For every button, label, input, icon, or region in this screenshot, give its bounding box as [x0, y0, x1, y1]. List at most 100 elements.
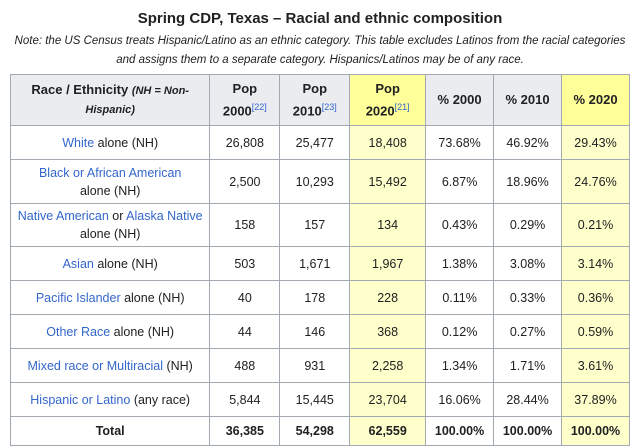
- page: Spring CDP, Texas – Racial and ethnic co…: [9, 10, 630, 446]
- pct-2000-cell: 16.06%: [425, 382, 495, 417]
- pct-2020-cell: 0.36%: [561, 280, 630, 315]
- pop-2020-cell: 228: [349, 280, 427, 315]
- pct-2020-cell: 24.76%: [561, 159, 630, 204]
- pct-2010-cell: 1.71%: [493, 348, 563, 383]
- race-suffix: (NH): [162, 358, 193, 373]
- demographics-table: Race / Ethnicity (NH = Non-Hispanic) Pop…: [9, 74, 630, 446]
- pct-2010-cell: 0.27%: [493, 314, 563, 349]
- pct-2020-cell: 3.61%: [561, 348, 630, 383]
- header-pop2010[interactable]: Pop 2010[23]: [279, 74, 351, 126]
- header-race-label: Race / Ethnicity: [31, 82, 129, 97]
- pop-2020-cell: 15,492: [349, 159, 427, 204]
- pct-2020-cell: 0.21%: [561, 203, 630, 247]
- race-link[interactable]: Alaska Native: [126, 209, 203, 223]
- pct-2020-cell: 37.89%: [561, 382, 630, 417]
- race-suffix: alone (NH): [79, 227, 141, 241]
- race-suffix: alone (NH): [110, 324, 175, 339]
- pop-2020-cell: 2,258: [349, 348, 427, 383]
- table-row: Black or African American alone (NH) 2,500…: [9, 159, 630, 204]
- pop-2000-cell: 158: [209, 203, 281, 247]
- pct-2010-cell: 18.96%: [493, 159, 563, 204]
- pct-2000-cell: 0.12%: [425, 314, 495, 349]
- pop-2010-cell: 10,293: [279, 159, 351, 204]
- race-cell: Black or African American alone (NH): [9, 159, 211, 204]
- race-cell: Asian alone (NH): [9, 246, 211, 281]
- pct-2010-cell: 46.92%: [493, 125, 563, 160]
- pct-2000-cell: 73.68%: [425, 125, 495, 160]
- pop-2010-cell: 931: [279, 348, 351, 383]
- census-note: Note: the US Census treats Hispanic/Lati…: [14, 35, 626, 66]
- header-pop2000[interactable]: Pop 2000[22]: [209, 74, 281, 126]
- ref-21-link[interactable]: [21]: [394, 101, 410, 112]
- header-pct2000[interactable]: % 2000: [425, 74, 495, 126]
- race-cell: Mixed race or Multiracial (NH): [9, 348, 211, 383]
- pct-2020-cell: 0.59%: [561, 314, 630, 349]
- pop-2020-cell: 1,967: [349, 246, 427, 281]
- pct-2000-cell: 1.34%: [425, 348, 495, 383]
- header-pop2020[interactable]: Pop 2020[21]: [349, 74, 427, 126]
- header-row: Race / Ethnicity (NH = Non-Hispanic) Pop…: [9, 74, 630, 126]
- pct-2000-cell: 1.38%: [425, 246, 495, 281]
- race-suffix: alone (NH): [94, 135, 159, 150]
- header-pop2010-label: Pop 2010: [292, 80, 328, 119]
- race-link[interactable]: Other Race: [46, 324, 111, 339]
- race-connector: or: [108, 209, 127, 223]
- pop-2020-cell: 368: [349, 314, 427, 349]
- pop-2010-cell: 157: [279, 203, 351, 247]
- table-row: Other Race alone (NH) 44 146 368 0.12% 0.27% 0…: [9, 314, 630, 349]
- table-row: White alone (NH) 26,808 25,477 18,408 73.68%…: [9, 125, 630, 160]
- pct-2000-cell: 0.11%: [425, 280, 495, 315]
- race-link[interactable]: Pacific Islander: [35, 290, 121, 305]
- ref-22-link[interactable]: [22]: [251, 101, 267, 112]
- header-pop2020-label: Pop 2020: [365, 80, 400, 119]
- pop-2020-cell: 18,408: [349, 125, 427, 160]
- pct-2010-cell: 28.44%: [493, 382, 563, 417]
- race-suffix: alone (NH): [120, 290, 185, 305]
- pop-2000-cell: 44: [209, 314, 281, 349]
- pop-2000-cell: 503: [209, 246, 281, 281]
- pop-2020-cell: 134: [349, 203, 427, 247]
- race-cell: Pacific Islander alone (NH): [9, 280, 211, 315]
- header-pct2020[interactable]: % 2020: [561, 74, 630, 126]
- header-race-note: (NH = Non-Hispanic): [85, 85, 189, 116]
- race-suffix: (any race): [130, 392, 191, 407]
- header-pct2010[interactable]: % 2010: [493, 74, 563, 126]
- pct-2010-cell: 3.08%: [493, 246, 563, 281]
- pct-2000-cell: 0.43%: [425, 203, 495, 247]
- pct-2020-cell: 3.14%: [561, 246, 630, 281]
- header-pop2000-label: Pop 2000: [222, 80, 258, 119]
- table-row: Hispanic or Latino (any race) 5,844 15,445…: [9, 382, 630, 417]
- race-link[interactable]: Native American: [17, 209, 109, 223]
- race-link[interactable]: Asian: [62, 256, 94, 271]
- pop-2010-cell: 146: [279, 314, 351, 349]
- table-body: White alone (NH) 26,808 25,477 18,408 73.68%…: [9, 125, 630, 417]
- race-link[interactable]: White: [62, 135, 95, 150]
- race-link[interactable]: Mixed race or Multiracial: [27, 358, 163, 373]
- race-cell: Other Race alone (NH): [9, 314, 211, 349]
- pop-2000-cell: 488: [209, 348, 281, 383]
- race-cell: White alone (NH): [9, 125, 211, 160]
- race-cell: Native American or Alaska Native alone (…: [9, 203, 211, 247]
- table-caption: Spring CDP, Texas – Racial and ethnic co…: [137, 10, 503, 27]
- pop-2000-cell: 40: [209, 280, 281, 315]
- table-row: Mixed race or Multiracial (NH) 488 931 2,25…: [9, 348, 630, 383]
- header-race[interactable]: Race / Ethnicity (NH = Non-Hispanic): [9, 74, 211, 126]
- pct-2020-cell: 29.43%: [561, 125, 630, 160]
- table-row: Asian alone (NH) 503 1,671 1,967 1.38% 3.08% 3…: [9, 246, 630, 281]
- race-suffix: alone (NH): [79, 183, 141, 198]
- race-link[interactable]: Black or African American: [38, 165, 182, 180]
- pop-2010-cell: 15,445: [279, 382, 351, 417]
- table-row: Native American or Alaska Native alone (…: [9, 203, 630, 247]
- pop-2010-cell: 25,477: [279, 125, 351, 160]
- pop-2000-cell: 5,844: [209, 382, 281, 417]
- pct-2010-cell: 0.29%: [493, 203, 563, 247]
- table-row: Pacific Islander alone (NH) 40 178 228 0.11%…: [9, 280, 630, 315]
- ref-23-link[interactable]: [23]: [321, 101, 337, 112]
- pop-2010-cell: 178: [279, 280, 351, 315]
- pop-2000-cell: 26,808: [209, 125, 281, 160]
- pop-2020-cell: 23,704: [349, 382, 427, 417]
- pop-2000-cell: 2,500: [209, 159, 281, 204]
- race-link[interactable]: Hispanic or Latino: [30, 392, 131, 407]
- race-suffix: alone (NH): [93, 256, 158, 271]
- pct-2010-cell: 0.33%: [493, 280, 563, 315]
